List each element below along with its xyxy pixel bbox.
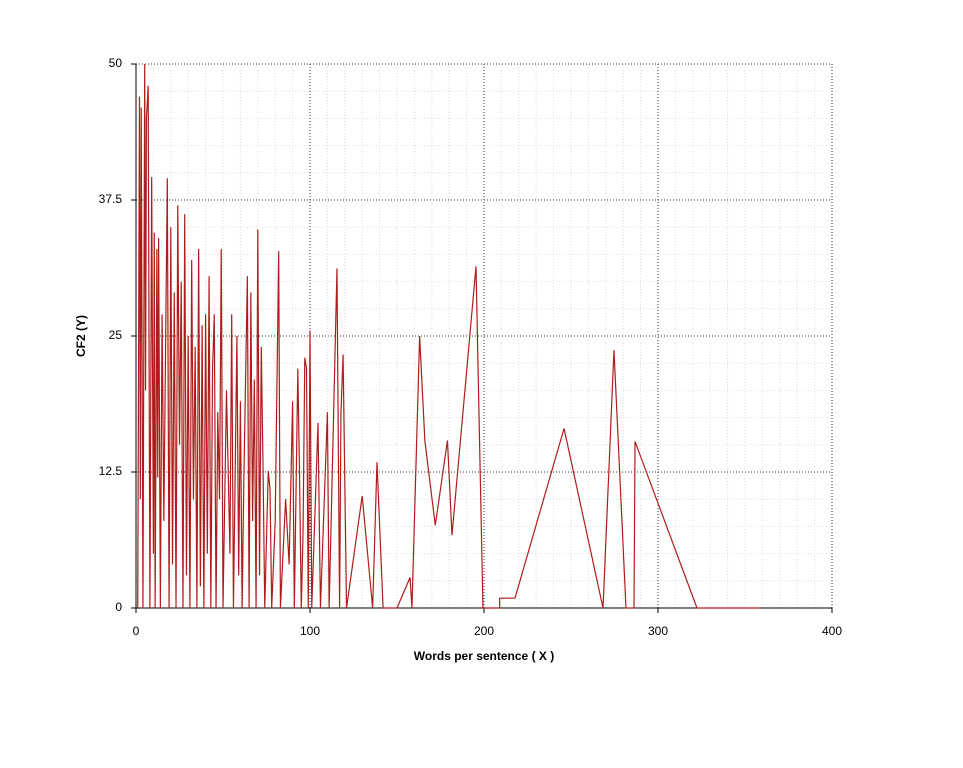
y-tick-label: 0 (115, 600, 122, 614)
x-tick-label: 0 (133, 624, 140, 638)
x-tick-label: 300 (648, 624, 668, 638)
y-tick-label: 25 (109, 328, 123, 342)
x-tick-label: 200 (474, 624, 494, 638)
y-tick-label: 12.5 (99, 464, 123, 478)
x-tick-label: 100 (300, 624, 320, 638)
y-tick-label: 37.5 (99, 192, 123, 206)
x-tick-label: 400 (822, 624, 842, 638)
y-axis-label: CF2 (Y) (74, 315, 88, 357)
data-line (137, 63, 760, 609)
x-axis-label: Words per sentence ( X ) (414, 649, 554, 663)
y-tick-label: 50 (109, 56, 123, 70)
